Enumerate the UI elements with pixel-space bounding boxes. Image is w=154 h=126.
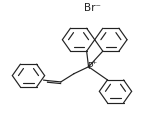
Text: P: P	[87, 62, 92, 71]
Text: +: +	[92, 60, 97, 65]
Text: Br⁻: Br⁻	[84, 3, 101, 13]
